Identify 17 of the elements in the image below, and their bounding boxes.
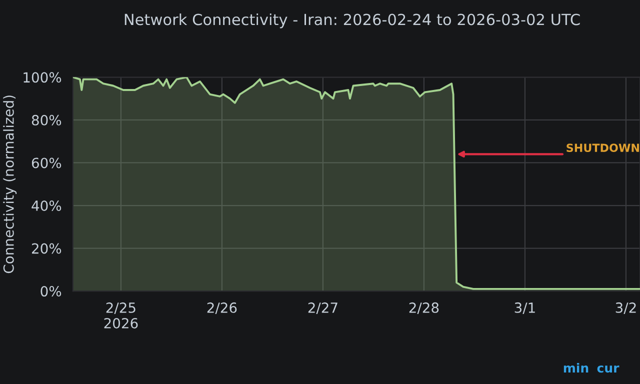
- x-tick-label: 3/2: [616, 302, 636, 314]
- y-tick-label: 100%: [24, 72, 62, 83]
- y-axis-title: Connectivity (normalized): [3, 96, 17, 274]
- y-tick-label: 60%: [32, 158, 62, 168]
- x-tick-label: 3/1: [514, 302, 535, 314]
- chart-title: Network Connectivity - Iran: 2026-02-24 to 2026-03-02 UTC: [124, 13, 580, 28]
- y-tick-label: 40%: [32, 200, 62, 211]
- x-tick-label: 2/26: [207, 302, 237, 314]
- x-tick-label: 2/27: [308, 302, 338, 314]
- y-tick-label: 0%: [40, 286, 62, 297]
- y-tick-label: 80%: [32, 114, 62, 126]
- x-tick-label: 2/28: [409, 302, 439, 314]
- annotation: SHUTDOWN: [566, 144, 639, 152]
- y-tick-label: 20%: [32, 243, 62, 254]
- x-tick-label: 2/25 2026: [104, 302, 138, 328]
- text: min: [564, 362, 588, 372]
- text: cur: [597, 365, 620, 373]
